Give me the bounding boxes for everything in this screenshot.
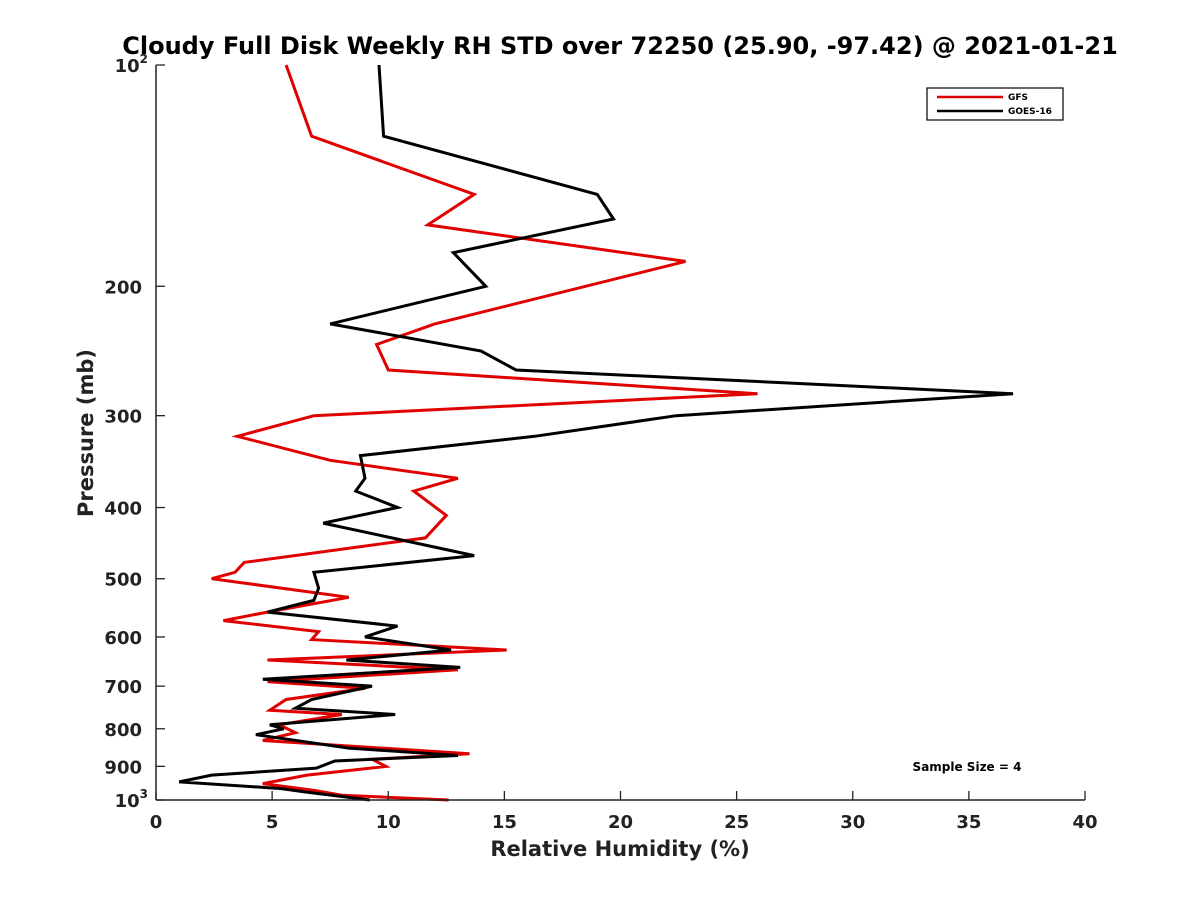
series-layer: [178, 64, 1014, 802]
chart-title: Cloudy Full Disk Weekly RH STD over 7225…: [122, 32, 1118, 60]
x-tick-label: 15: [492, 812, 517, 833]
y-axis-ticks: 102 200 300 400 500 600 700 800 900 103: [104, 52, 165, 812]
legend-label-gfs: GFS: [1008, 93, 1028, 103]
x-tick-label: 40: [1072, 812, 1097, 833]
x-tick-label: 0: [150, 812, 163, 833]
x-tick-label: 35: [956, 812, 981, 833]
y-tick-label: 500: [104, 570, 142, 591]
x-axis-ticks: 0 5 10 15 20 25 30 35 40: [150, 791, 1098, 833]
series-line-goes-16: [178, 64, 1014, 802]
plot-background: [156, 65, 1085, 800]
x-tick-label: 10: [376, 812, 401, 833]
x-tick-label: 25: [724, 812, 749, 833]
y-tick-label: 700: [104, 677, 142, 698]
plot-area: [156, 64, 1085, 802]
x-axis-label: Relative Humidity (%): [490, 837, 749, 861]
y-tick-label: 800: [104, 720, 142, 741]
legend-box: [926, 87, 1064, 121]
x-tick-label: 20: [608, 812, 633, 833]
y-tick-label: 300: [104, 407, 142, 428]
x-tick-label: 30: [840, 812, 865, 833]
y-axis-label: Pressure (mb): [74, 349, 98, 517]
y-tick-label: 102: [115, 52, 148, 77]
y-tick-label: 200: [104, 277, 142, 298]
sample-size-annotation: Sample Size = 4: [913, 760, 1022, 774]
series-line-gfs: [211, 64, 758, 802]
y-tick-label: 600: [104, 628, 142, 649]
y-tick-label: 103: [115, 787, 148, 812]
y-tick-label: 400: [104, 499, 142, 520]
legend-label-goes16: GOES-16: [1008, 107, 1052, 117]
x-tick-label: 5: [266, 812, 279, 833]
y-tick-label: 900: [104, 757, 142, 778]
legend: GFS GOES-16: [926, 87, 1064, 121]
